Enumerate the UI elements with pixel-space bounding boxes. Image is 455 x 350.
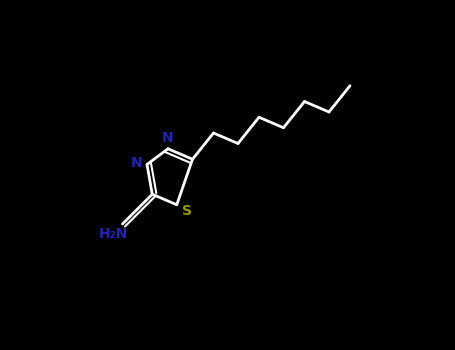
Text: S: S — [182, 204, 192, 218]
Text: N: N — [131, 156, 142, 170]
Text: H₂N: H₂N — [99, 228, 128, 241]
Text: N: N — [162, 131, 174, 145]
